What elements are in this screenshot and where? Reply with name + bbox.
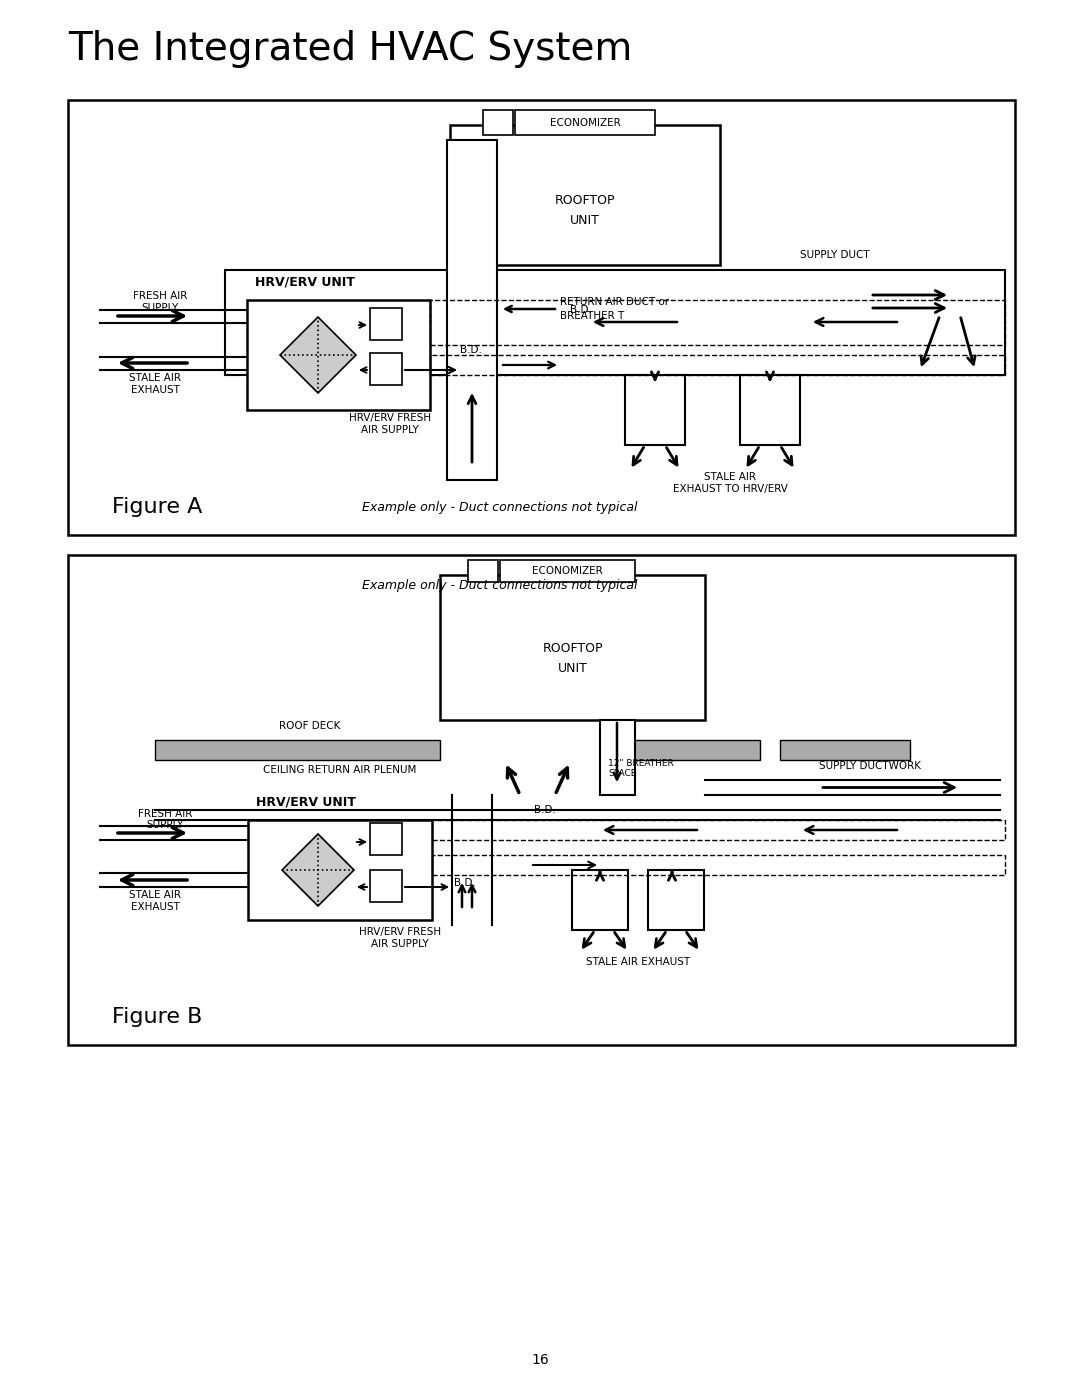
Text: HRV/ERV UNIT: HRV/ERV UNIT	[256, 795, 356, 809]
Bar	[625, 374, 685, 446]
Bar	[515, 110, 654, 136]
Text: HRV/ERV FRESH: HRV/ERV FRESH	[359, 928, 441, 937]
Bar	[370, 823, 402, 855]
Bar	[370, 870, 402, 902]
Text: 16: 16	[531, 1354, 549, 1368]
Bar	[450, 124, 720, 265]
Bar	[370, 353, 402, 386]
Bar	[432, 820, 1005, 840]
Bar	[483, 110, 513, 136]
Text: Example only - Duct connections not typical: Example only - Duct connections not typi…	[362, 578, 638, 591]
Text: B.D.: B.D.	[454, 877, 476, 888]
Bar	[780, 740, 910, 760]
Text: Example only - Duct connections not typical: Example only - Duct connections not typi…	[362, 500, 638, 514]
Bar	[500, 560, 635, 583]
Bar	[225, 270, 1005, 374]
Bar	[248, 820, 432, 921]
Text: SUPPLY: SUPPLY	[147, 820, 184, 830]
Text: BREATHER T: BREATHER T	[561, 312, 624, 321]
Text: UNIT: UNIT	[570, 214, 599, 226]
Text: B.D.: B.D.	[535, 805, 556, 814]
Bar	[440, 576, 705, 719]
Text: STALE AIR: STALE AIR	[129, 373, 181, 383]
Text: ROOF DECK: ROOF DECK	[280, 721, 340, 731]
Text: AIR SUPPLY: AIR SUPPLY	[372, 939, 429, 949]
Text: STALE AIR: STALE AIR	[129, 890, 181, 900]
Polygon shape	[280, 317, 356, 393]
Text: STALE AIR EXHAUST: STALE AIR EXHAUST	[586, 957, 690, 967]
Text: EXHAUST: EXHAUST	[131, 902, 179, 912]
Text: Figure B: Figure B	[112, 1007, 202, 1027]
Bar	[68, 101, 1015, 535]
Text: ECONOMIZER: ECONOMIZER	[550, 117, 620, 127]
Bar	[247, 300, 430, 409]
Text: UNIT: UNIT	[557, 662, 588, 675]
Text: HRV/ERV UNIT: HRV/ERV UNIT	[255, 275, 355, 289]
Text: EXHAUST TO HRV/ERV: EXHAUST TO HRV/ERV	[673, 483, 787, 495]
Bar	[572, 870, 627, 930]
Bar	[600, 740, 760, 760]
Text: B.D.: B.D.	[570, 305, 592, 314]
Bar	[430, 300, 1005, 345]
Bar	[370, 307, 402, 339]
Text: EXHAUST: EXHAUST	[131, 386, 179, 395]
Text: FRESH AIR: FRESH AIR	[133, 291, 187, 300]
Text: ROOFTOP: ROOFTOP	[555, 194, 616, 207]
Text: SPACE: SPACE	[608, 770, 636, 778]
Text: AIR SUPPLY: AIR SUPPLY	[361, 425, 419, 434]
Text: STALE AIR: STALE AIR	[704, 472, 756, 482]
Bar	[468, 560, 498, 583]
Bar	[447, 140, 497, 481]
Text: FRESH AIR: FRESH AIR	[138, 809, 192, 819]
Text: B.D.: B.D.	[460, 345, 482, 355]
Text: RETURN AIR DUCT or: RETURN AIR DUCT or	[561, 298, 670, 307]
Bar	[68, 555, 1015, 1045]
Text: SUPPLY DUCT: SUPPLY DUCT	[800, 250, 869, 260]
Text: SUPPLY: SUPPLY	[141, 303, 178, 313]
Bar	[430, 355, 1005, 374]
Bar	[156, 740, 440, 760]
Bar	[740, 374, 800, 446]
Text: Figure A: Figure A	[112, 497, 202, 517]
Text: The Integrated HVAC System: The Integrated HVAC System	[68, 29, 632, 68]
Bar	[648, 870, 704, 930]
Text: CEILING RETURN AIR PLENUM: CEILING RETURN AIR PLENUM	[264, 766, 417, 775]
Text: ROOFTOP: ROOFTOP	[542, 641, 603, 655]
Bar	[432, 855, 1005, 875]
Text: SUPPLY DUCTWORK: SUPPLY DUCTWORK	[819, 761, 921, 771]
Text: HRV/ERV FRESH: HRV/ERV FRESH	[349, 414, 431, 423]
Text: ECONOMIZER: ECONOMIZER	[532, 566, 603, 576]
Text: 12" BREATHER: 12" BREATHER	[608, 759, 674, 767]
Bar	[600, 719, 635, 795]
Polygon shape	[282, 834, 354, 907]
